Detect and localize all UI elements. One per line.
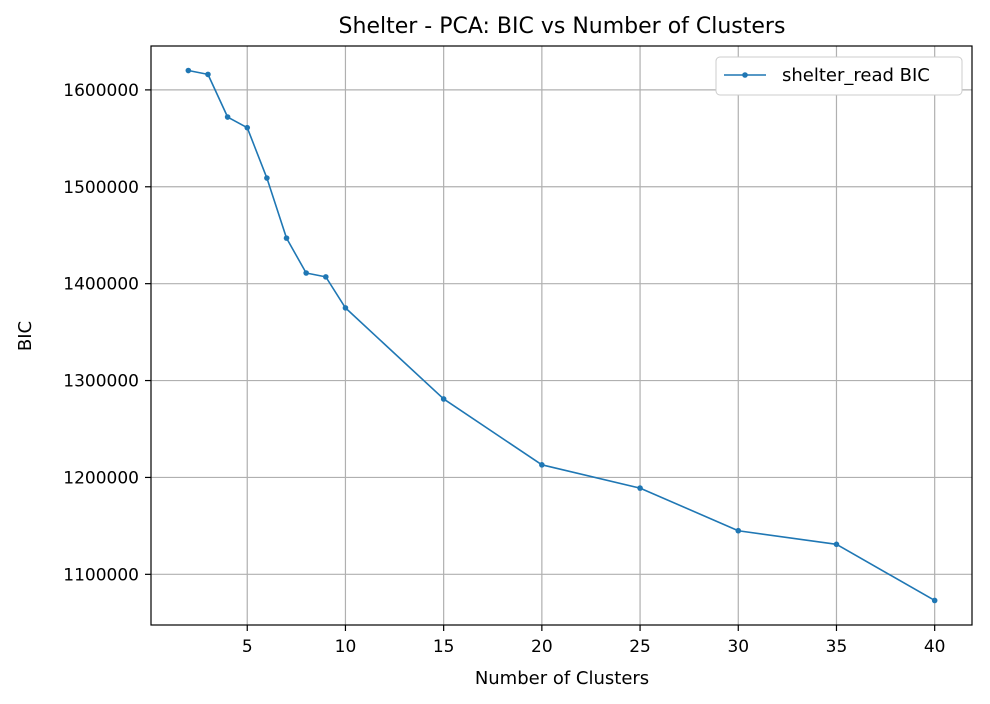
- data-point: [224, 114, 231, 120]
- data-point: [185, 67, 192, 74]
- y-tick-label: 1400000: [63, 275, 139, 295]
- series-line: [188, 69, 936, 602]
- legend-box: [715, 56, 963, 96]
- x-tick-label: 30: [727, 637, 749, 657]
- y-tick-label: 1200000: [63, 468, 139, 488]
- legend: shelter_read BIC: [715, 56, 963, 96]
- legend-marker-swatch: [742, 72, 748, 78]
- data-point: [323, 274, 329, 280]
- data-point: [833, 541, 840, 548]
- data-point: [735, 527, 742, 534]
- data-point: [342, 305, 349, 311]
- x-tick-label: 25: [629, 637, 651, 657]
- y-tick-label: 1600000: [63, 81, 139, 101]
- x-tick-label: 20: [531, 637, 553, 657]
- x-axis-label: Number of Clusters: [475, 668, 649, 689]
- data-point: [264, 175, 270, 181]
- data-point: [440, 396, 447, 402]
- grid-lines: [151, 46, 972, 625]
- data-point: [637, 485, 643, 491]
- y-tick-label: 1500000: [63, 178, 139, 198]
- data-point: [205, 71, 211, 78]
- series-group: [185, 67, 938, 604]
- data-point: [931, 597, 938, 604]
- x-tick-label: 40: [924, 637, 946, 657]
- data-point: [539, 462, 545, 468]
- data-point: [244, 124, 251, 131]
- x-tick-label: 15: [433, 637, 455, 657]
- axis-ticks: 5 10 15 20 25 30 35 40 1100000 1200000 1300000 1400…: [63, 81, 945, 657]
- plot-area-frame: [150, 45, 973, 626]
- chart-title: Shelter - PCA: BIC vs Number of Clusters: [339, 14, 786, 39]
- y-tick-label: 1300000: [63, 372, 139, 392]
- legend-label: shelter_read BIC: [782, 65, 930, 86]
- y-tick-label: 1100000: [63, 565, 139, 585]
- x-tick-label: 5: [242, 637, 253, 657]
- x-tick-label: 10: [335, 637, 357, 657]
- data-point: [283, 235, 290, 241]
- y-axis-label: BIC: [15, 321, 36, 351]
- x-tick-label: 35: [826, 637, 848, 657]
- data-point: [303, 270, 309, 276]
